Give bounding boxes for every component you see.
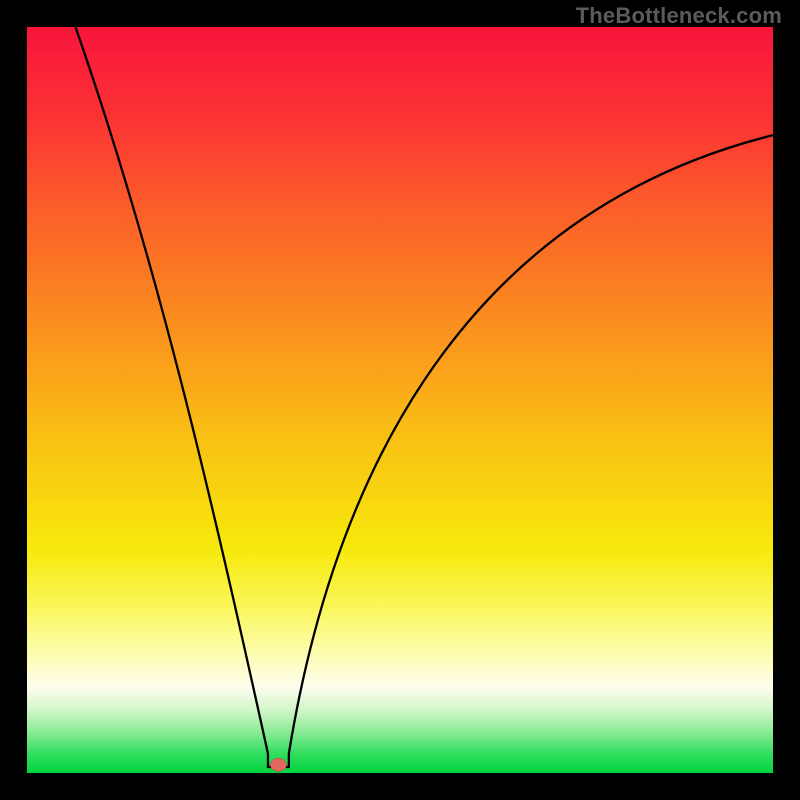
watermark-text: TheBottleneck.com bbox=[576, 3, 782, 29]
chart-container: TheBottleneck.com bbox=[0, 0, 800, 800]
vertex-marker bbox=[270, 758, 286, 771]
plot-background bbox=[27, 27, 773, 773]
chart-svg bbox=[0, 0, 800, 800]
